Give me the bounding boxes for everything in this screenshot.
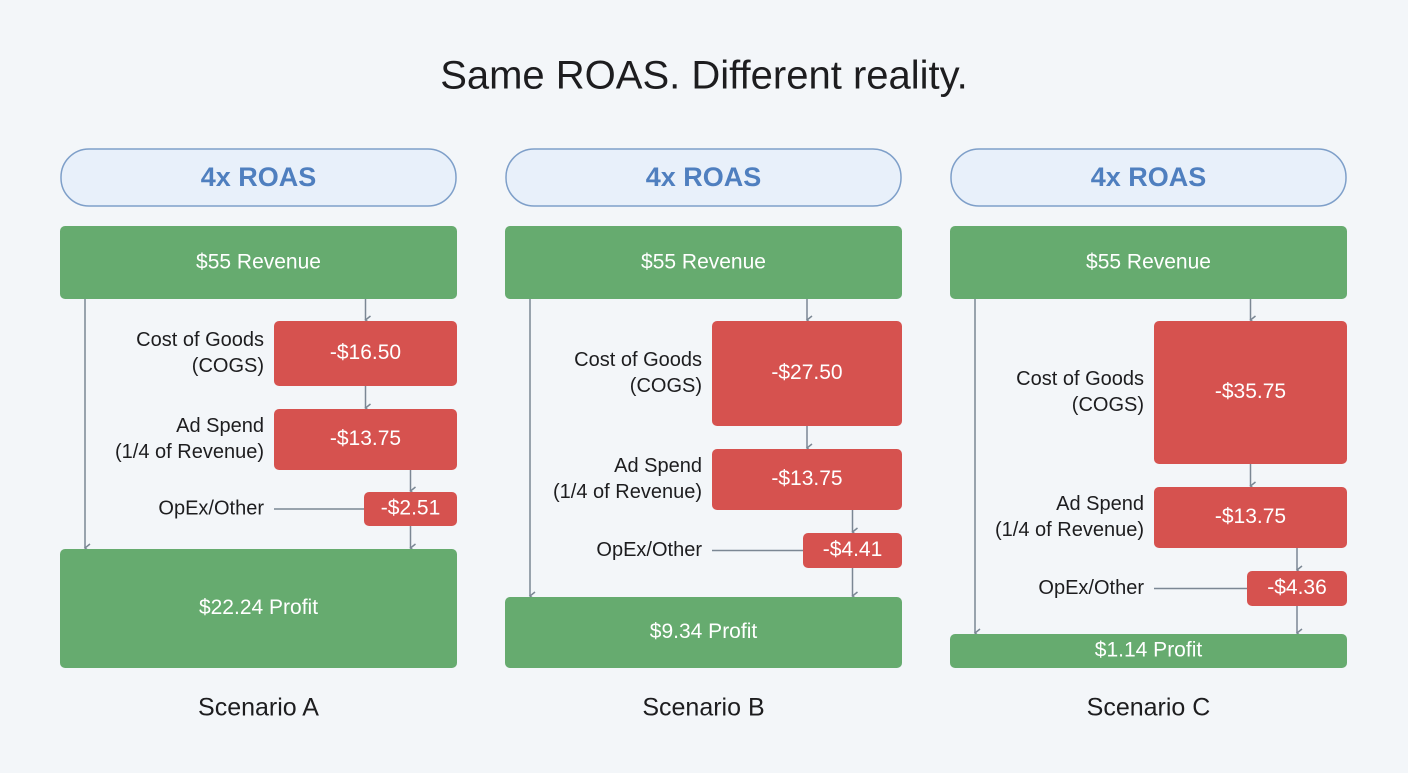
scenario-name: Scenario A: [198, 694, 319, 722]
cogs-box: [712, 321, 902, 426]
row-label: (1/4 of Revenue): [553, 481, 702, 503]
roas-pill: [950, 148, 1347, 207]
row-label: (1/4 of Revenue): [115, 441, 264, 463]
cogs-value: -$27.50: [771, 361, 842, 384]
revenue-text: $55 Revenue: [1086, 251, 1211, 274]
opex-box: [1247, 571, 1347, 606]
opex-value: -$4.36: [1267, 576, 1327, 599]
ad-value: -$13.75: [330, 427, 401, 450]
roas-label: 4x ROAS: [646, 162, 762, 192]
ad-value: -$13.75: [1215, 505, 1286, 528]
profit-box: [505, 597, 902, 668]
opex-value: -$4.41: [823, 538, 883, 561]
row-label: OpEx/Other: [596, 539, 702, 561]
revenue-text: $55 Revenue: [196, 251, 321, 274]
profit-text: $9.34 Profit: [650, 620, 758, 643]
row-label: Ad Spend: [1056, 493, 1144, 515]
revenue-box: [60, 226, 457, 299]
profit-box: [60, 549, 457, 668]
opex-box: [803, 533, 902, 568]
row-label: (COGS): [192, 355, 264, 377]
ad-box: [274, 409, 457, 470]
roas-pill: [505, 148, 902, 207]
profit-box: [950, 634, 1347, 668]
row-label: Cost of Goods: [574, 349, 702, 371]
row-label: (COGS): [1072, 394, 1144, 416]
row-label: OpEx/Other: [1038, 577, 1144, 599]
scenario-name: Scenario B: [642, 694, 764, 722]
row-label: Ad Spend: [614, 455, 702, 477]
title: Same ROAS. Different reality.: [440, 54, 968, 98]
revenue-box: [505, 226, 902, 299]
row-label: Cost of Goods: [1016, 368, 1144, 390]
row-label: Cost of Goods: [136, 329, 264, 351]
cogs-box: [274, 321, 457, 386]
ad-value: -$13.75: [771, 467, 842, 490]
revenue-box: [950, 226, 1347, 299]
cogs-value: -$35.75: [1215, 380, 1286, 403]
revenue-text: $55 Revenue: [641, 251, 766, 274]
row-label: (COGS): [630, 375, 702, 397]
roas-label: 4x ROAS: [1091, 162, 1207, 192]
cogs-value: -$16.50: [330, 341, 401, 364]
opex-value: -$2.51: [381, 497, 441, 520]
ad-box: [712, 449, 902, 510]
roas-pill: [60, 148, 457, 207]
row-label: OpEx/Other: [158, 497, 264, 519]
profit-text: $22.24 Profit: [199, 596, 318, 619]
roas-label: 4x ROAS: [201, 162, 317, 192]
row-label: Ad Spend: [176, 415, 264, 437]
row-label: (1/4 of Revenue): [995, 519, 1144, 541]
scenario-name: Scenario C: [1087, 694, 1211, 722]
ad-box: [1154, 487, 1347, 548]
opex-box: [364, 492, 457, 526]
cogs-box: [1154, 321, 1347, 464]
profit-text: $1.14 Profit: [1095, 639, 1203, 662]
